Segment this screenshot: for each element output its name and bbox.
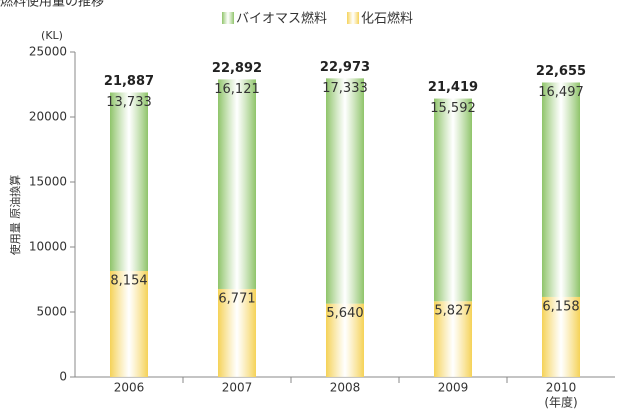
bar-segment — [110, 92, 148, 271]
bar-segment — [542, 82, 580, 297]
value-label: 16,497 — [538, 85, 584, 100]
legend-swatch — [347, 12, 360, 24]
bar-segment — [434, 301, 472, 377]
legend-label: バイオマス燃料 — [236, 11, 327, 27]
total-label: 22,655 — [536, 64, 586, 79]
x-tick-label: 2006 — [114, 381, 145, 395]
bar-segment — [542, 296, 580, 377]
total-label: 22,973 — [320, 60, 370, 75]
value-label: 6,158 — [542, 299, 579, 314]
x-tick-label: 2007 — [222, 381, 253, 395]
bar-segment — [218, 79, 256, 289]
y-axis-label: 使用量 原油換算 — [8, 175, 22, 256]
total-label: 21,419 — [428, 80, 478, 95]
y-tick-label: 15000 — [29, 175, 67, 189]
x-tick-label: 2010 — [546, 381, 577, 395]
bar-segment — [434, 98, 472, 302]
value-label: 6,771 — [218, 291, 255, 306]
bar-segment — [218, 288, 256, 377]
legend-label: 化石燃料 — [361, 11, 413, 27]
bar-segment — [326, 303, 364, 377]
value-label: 17,333 — [322, 81, 368, 96]
value-label: 5,640 — [326, 306, 363, 321]
total-label: 21,887 — [104, 74, 154, 89]
value-label: 15,592 — [430, 101, 476, 116]
bar-segment — [326, 78, 364, 304]
total-label: 22,892 — [212, 61, 262, 76]
y-tick-label: 5000 — [36, 305, 67, 319]
value-label: 16,121 — [214, 82, 260, 97]
y-unit: (KL) — [41, 29, 63, 42]
y-tick-label: 25000 — [29, 45, 67, 59]
x-tick-label: 2008 — [330, 381, 361, 395]
y-tick-label: 0 — [59, 370, 67, 384]
x-tick-label: 2009 — [438, 381, 469, 395]
value-label: 8,154 — [110, 273, 147, 288]
bar-segment — [110, 270, 148, 377]
x-unit: (年度) — [544, 395, 577, 410]
value-label: 13,733 — [106, 95, 152, 110]
y-tick-label: 20000 — [29, 110, 67, 124]
value-label: 5,827 — [434, 304, 471, 319]
legend-swatch — [222, 12, 234, 24]
chart-title: 燃料使用量の推移 — [0, 0, 104, 10]
y-tick-label: 10000 — [29, 240, 67, 254]
